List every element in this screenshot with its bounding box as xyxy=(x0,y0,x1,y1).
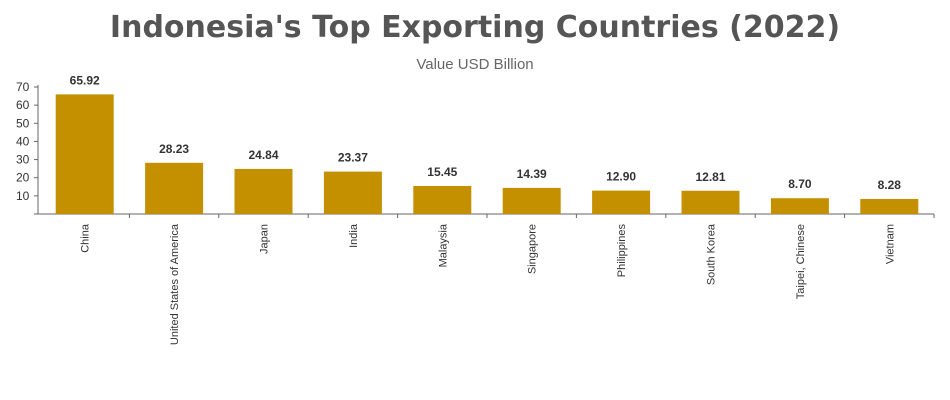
y-tick-label: 70 xyxy=(16,80,30,94)
x-category-label: Japan xyxy=(259,224,271,254)
y-tick-label: 40 xyxy=(16,134,30,148)
bars xyxy=(55,94,919,214)
bar xyxy=(234,168,293,214)
x-category-label: China xyxy=(80,223,92,253)
data-label: 65.92 xyxy=(70,73,100,87)
bar xyxy=(145,162,204,214)
x-axis: China United States of America Japan India M… xyxy=(38,213,935,345)
data-label: 12.90 xyxy=(606,170,636,184)
y-tick-label: 30 xyxy=(16,153,30,167)
x-category-label: Malaysia xyxy=(437,223,449,267)
data-label: 23.37 xyxy=(338,151,368,165)
x-category-label: India xyxy=(348,223,360,248)
data-label: 28.23 xyxy=(159,142,189,156)
data-labels: 65.92 28.23 24.84 23.37 15.45 14.39 12.90 12.81… xyxy=(70,73,902,192)
y-tick-label: 10 xyxy=(16,189,30,203)
data-label: 12.81 xyxy=(695,170,725,184)
bar xyxy=(502,187,561,214)
x-category-label: South Korea xyxy=(706,223,718,285)
y-tick-label: 60 xyxy=(16,98,30,112)
chart-title: Indonesia's Top Exporting Countries (202… xyxy=(109,10,841,45)
data-label: 14.39 xyxy=(517,167,547,181)
bar xyxy=(55,94,114,214)
x-category-label: Singapore xyxy=(527,224,539,274)
data-label: 15.45 xyxy=(427,165,457,179)
data-label: 8.28 xyxy=(878,178,902,192)
data-label: 8.70 xyxy=(788,177,812,191)
x-category-label: Philippines xyxy=(616,224,628,278)
x-category-label: Vietnam xyxy=(884,224,896,264)
bar xyxy=(770,198,829,214)
bar xyxy=(413,185,472,214)
x-category-label: United States of America xyxy=(169,223,181,345)
bar xyxy=(860,198,919,214)
data-label: 24.84 xyxy=(248,148,278,162)
chart-subtitle: Value USD Billion xyxy=(416,56,534,73)
bar xyxy=(323,171,382,214)
x-category-label: Taipei, Chinese xyxy=(795,224,807,299)
bar xyxy=(592,190,651,214)
bar xyxy=(681,190,740,214)
y-tick-label: 50 xyxy=(16,116,30,130)
y-axis: 10 20 30 40 50 60 70 xyxy=(16,80,39,215)
y-tick-label: 20 xyxy=(16,171,30,185)
